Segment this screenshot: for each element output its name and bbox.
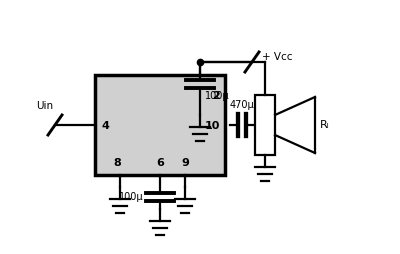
Text: 100μ: 100μ — [205, 91, 230, 101]
Text: 9: 9 — [181, 158, 189, 168]
Text: 4: 4 — [101, 121, 109, 131]
Text: 6: 6 — [156, 158, 164, 168]
Bar — [95, 75, 225, 175]
Text: 10: 10 — [205, 121, 220, 131]
Bar — [255, 95, 275, 155]
Text: Uin: Uin — [36, 101, 54, 111]
Text: + Vcc: + Vcc — [262, 52, 292, 62]
Text: Rₗ: Rₗ — [320, 120, 330, 130]
Text: 2: 2 — [212, 91, 220, 101]
Text: 470μ: 470μ — [229, 100, 254, 110]
Text: 8: 8 — [113, 158, 121, 168]
Text: 100μ: 100μ — [119, 192, 144, 202]
